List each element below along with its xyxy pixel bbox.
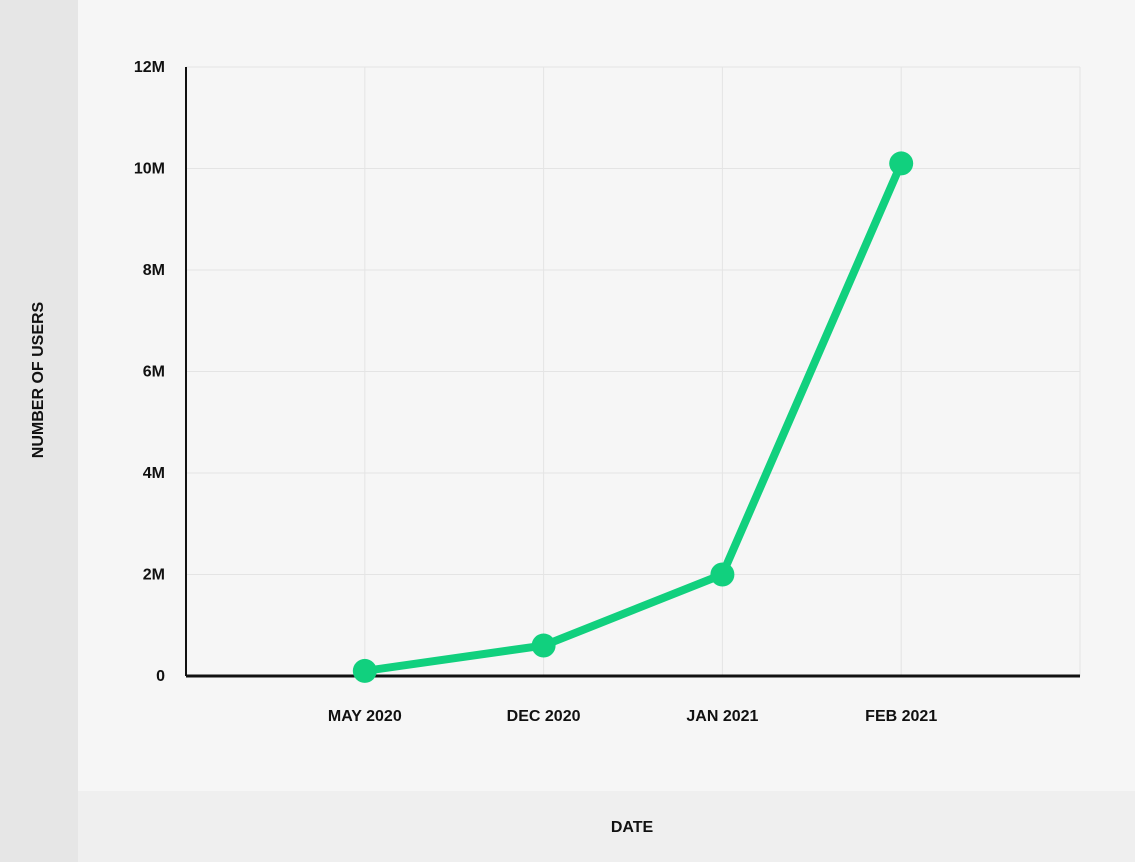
y-tick-label: 8M [143, 262, 165, 279]
y-tick-label: 12M [134, 59, 165, 76]
x-tick-label: FEB 2021 [865, 708, 937, 725]
x-tick-label: JAN 2021 [686, 708, 758, 725]
y-tick-label: 6M [143, 364, 165, 381]
point [531, 633, 556, 658]
y-tick-label: 10M [134, 161, 165, 178]
y-tick-label: 0 [156, 668, 165, 685]
point [352, 658, 377, 683]
x-axis-label: DATE [611, 819, 654, 836]
point [889, 151, 914, 176]
line [364, 161, 905, 675]
x-label-strip [78, 791, 1135, 862]
y-label-strip [0, 0, 78, 862]
point [710, 562, 735, 587]
y-tick-label: 2M [143, 567, 165, 584]
y-tick-label: 4M [143, 465, 165, 482]
y-axis-label: NUMBER OF USERS [30, 301, 47, 458]
x-tick-label: MAY 2020 [328, 708, 402, 725]
x-tick-label: DEC 2020 [507, 708, 581, 725]
